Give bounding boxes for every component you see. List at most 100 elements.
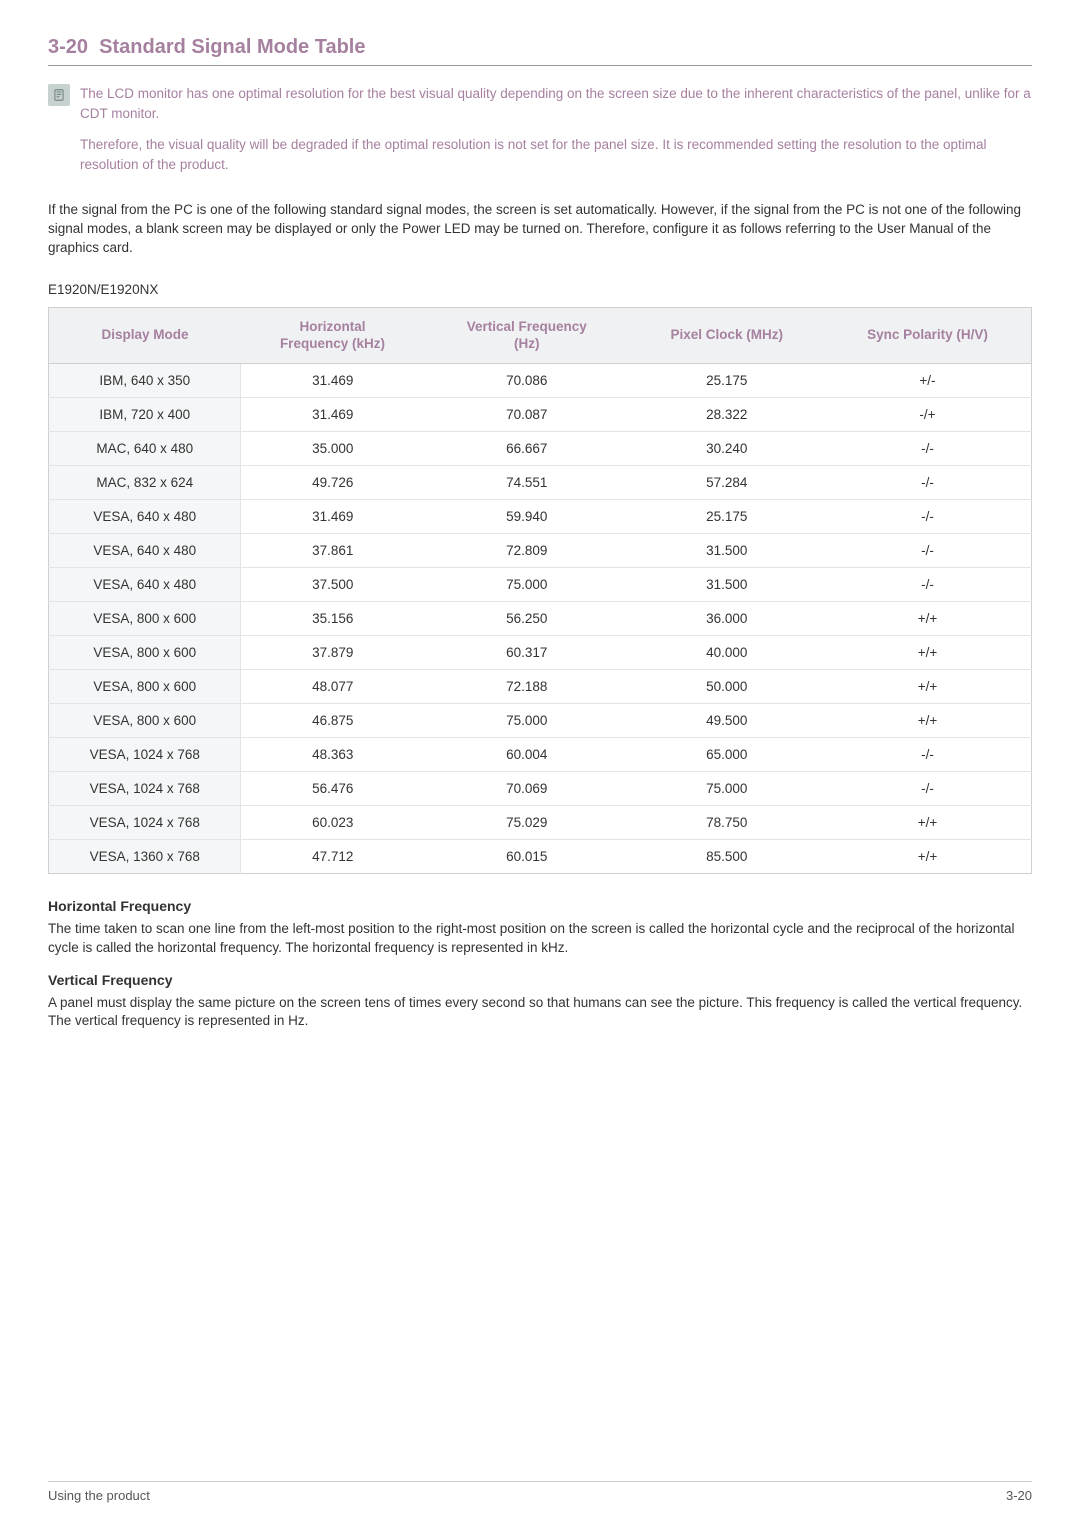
table-cell: VESA, 800 x 600	[49, 635, 241, 669]
table-cell: +/+	[824, 805, 1032, 839]
table-row: VESA, 640 x 48037.50075.00031.500-/-	[49, 567, 1032, 601]
table-row: VESA, 800 x 60035.15656.25036.000+/+	[49, 601, 1032, 635]
table-cell: -/+	[824, 397, 1032, 431]
table-cell: VESA, 800 x 600	[49, 669, 241, 703]
th-display-mode: Display Mode	[49, 307, 241, 363]
footer-left: Using the product	[48, 1488, 150, 1503]
th-sync-polarity: Sync Polarity (H/V)	[824, 307, 1032, 363]
table-cell: +/+	[824, 601, 1032, 635]
section-number: 3-20	[48, 36, 88, 58]
table-cell: 72.809	[424, 533, 630, 567]
table-row: IBM, 720 x 40031.46970.08728.322-/+	[49, 397, 1032, 431]
table-cell: MAC, 832 x 624	[49, 465, 241, 499]
table-cell: -/-	[824, 465, 1032, 499]
table-cell: 70.069	[424, 771, 630, 805]
model-label: E1920N/E1920NX	[48, 282, 1032, 297]
table-cell: 66.667	[424, 431, 630, 465]
table-cell: 78.750	[630, 805, 824, 839]
th-horizontal-freq: Horizontal Frequency (kHz)	[241, 307, 424, 363]
table-cell: VESA, 640 x 480	[49, 567, 241, 601]
table-cell: -/-	[824, 737, 1032, 771]
table-row: VESA, 1024 x 76856.47670.06975.000-/-	[49, 771, 1032, 805]
table-row: IBM, 640 x 35031.46970.08625.175+/-	[49, 363, 1032, 397]
table-cell: 70.086	[424, 363, 630, 397]
table-cell: VESA, 800 x 600	[49, 703, 241, 737]
table-row: VESA, 1024 x 76860.02375.02978.750+/+	[49, 805, 1032, 839]
table-cell: VESA, 1024 x 768	[49, 771, 241, 805]
table-cell: 75.029	[424, 805, 630, 839]
table-cell: VESA, 1360 x 768	[49, 839, 241, 873]
table-cell: -/-	[824, 567, 1032, 601]
table-cell: 31.469	[241, 499, 424, 533]
table-cell: 85.500	[630, 839, 824, 873]
table-cell: 25.175	[630, 499, 824, 533]
table-cell: VESA, 640 x 480	[49, 533, 241, 567]
th-pixel-clock: Pixel Clock (MHz)	[630, 307, 824, 363]
page-footer: Using the product 3-20	[48, 1481, 1032, 1503]
table-cell: 35.000	[241, 431, 424, 465]
table-cell: -/-	[824, 533, 1032, 567]
note-text: The LCD monitor has one optimal resoluti…	[80, 84, 1032, 185]
table-cell: 57.284	[630, 465, 824, 499]
table-cell: 60.317	[424, 635, 630, 669]
table-cell: VESA, 800 x 600	[49, 601, 241, 635]
th-vertical-freq: Vertical Frequency (Hz)	[424, 307, 630, 363]
table-cell: 49.500	[630, 703, 824, 737]
table-cell: 65.000	[630, 737, 824, 771]
table-cell: VESA, 1024 x 768	[49, 805, 241, 839]
table-cell: 46.875	[241, 703, 424, 737]
table-cell: 56.476	[241, 771, 424, 805]
vf-text: A panel must display the same picture on…	[48, 994, 1032, 1032]
table-row: MAC, 640 x 48035.00066.66730.240-/-	[49, 431, 1032, 465]
table-row: VESA, 640 x 48037.86172.80931.500-/-	[49, 533, 1032, 567]
table-cell: 31.500	[630, 533, 824, 567]
table-cell: 35.156	[241, 601, 424, 635]
table-cell: 49.726	[241, 465, 424, 499]
table-row: VESA, 800 x 60048.07772.18850.000+/+	[49, 669, 1032, 703]
table-cell: 60.015	[424, 839, 630, 873]
table-cell: +/+	[824, 839, 1032, 873]
table-cell: -/-	[824, 431, 1032, 465]
table-cell: 36.000	[630, 601, 824, 635]
table-cell: VESA, 1024 x 768	[49, 737, 241, 771]
table-cell: IBM, 640 x 350	[49, 363, 241, 397]
table-row: VESA, 800 x 60046.87575.00049.500+/+	[49, 703, 1032, 737]
table-cell: 30.240	[630, 431, 824, 465]
table-cell: 31.500	[630, 567, 824, 601]
intro-text: If the signal from the PC is one of the …	[48, 201, 1032, 258]
table-cell: 72.188	[424, 669, 630, 703]
table-cell: 48.363	[241, 737, 424, 771]
table-row: VESA, 640 x 48031.46959.94025.175-/-	[49, 499, 1032, 533]
table-cell: -/-	[824, 499, 1032, 533]
note-paragraph-1: The LCD monitor has one optimal resoluti…	[80, 84, 1032, 125]
table-row: MAC, 832 x 62449.72674.55157.284-/-	[49, 465, 1032, 499]
table-cell: 75.000	[424, 703, 630, 737]
footer-right: 3-20	[1006, 1488, 1032, 1503]
table-cell: VESA, 640 x 480	[49, 499, 241, 533]
table-body: IBM, 640 x 35031.46970.08625.175+/-IBM, …	[49, 363, 1032, 873]
note-box: The LCD monitor has one optimal resoluti…	[48, 84, 1032, 185]
hf-title: Horizontal Frequency	[48, 898, 1032, 914]
table-cell: 37.500	[241, 567, 424, 601]
vf-title: Vertical Frequency	[48, 972, 1032, 988]
table-cell: 60.004	[424, 737, 630, 771]
table-cell: IBM, 720 x 400	[49, 397, 241, 431]
table-cell: 50.000	[630, 669, 824, 703]
table-cell: 31.469	[241, 397, 424, 431]
table-cell: 28.322	[630, 397, 824, 431]
signal-mode-table: Display Mode Horizontal Frequency (kHz) …	[48, 307, 1032, 874]
table-cell: 74.551	[424, 465, 630, 499]
table-cell: MAC, 640 x 480	[49, 431, 241, 465]
table-cell: +/-	[824, 363, 1032, 397]
table-cell: 56.250	[424, 601, 630, 635]
table-row: VESA, 1024 x 76848.36360.00465.000-/-	[49, 737, 1032, 771]
table-header-row: Display Mode Horizontal Frequency (kHz) …	[49, 307, 1032, 363]
section-title: 3-20 Standard Signal Mode Table	[48, 36, 1032, 66]
table-cell: 75.000	[424, 567, 630, 601]
table-cell: +/+	[824, 635, 1032, 669]
table-row: VESA, 1360 x 76847.71260.01585.500+/+	[49, 839, 1032, 873]
table-cell: 37.879	[241, 635, 424, 669]
table-cell: 37.861	[241, 533, 424, 567]
table-cell: 48.077	[241, 669, 424, 703]
table-cell: 47.712	[241, 839, 424, 873]
